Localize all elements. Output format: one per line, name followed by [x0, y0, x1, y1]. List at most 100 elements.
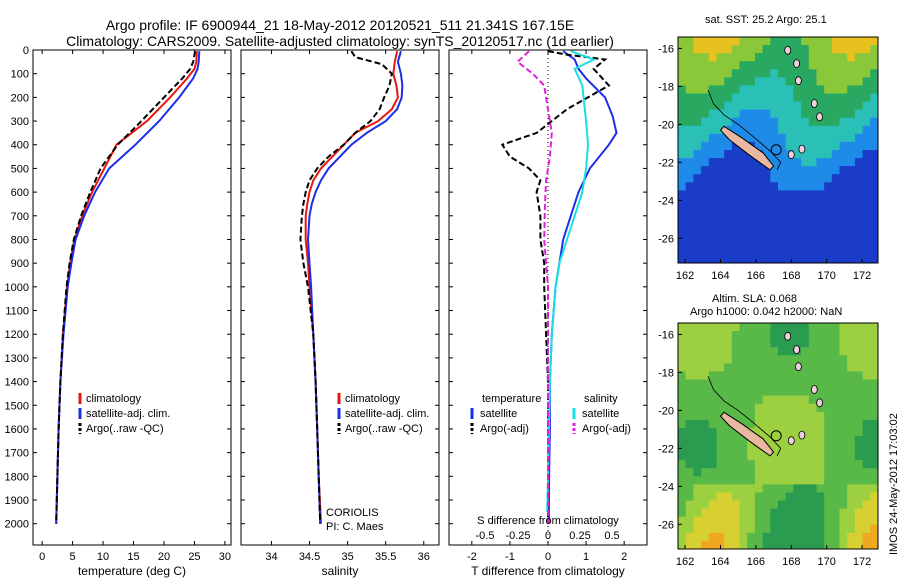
map-cell: [685, 468, 694, 477]
map-cell: [678, 109, 687, 119]
map-cell: [685, 246, 694, 256]
map-cell: [778, 492, 787, 502]
map-cell: [739, 222, 748, 232]
map-cell: [808, 109, 818, 119]
map-cell: [708, 323, 718, 332]
map-cell: [685, 230, 694, 240]
map-cell: [693, 125, 702, 135]
map-cell: [862, 371, 871, 381]
map-cell: [793, 476, 802, 486]
map-cell: [678, 222, 687, 232]
salinity-axes-box: [240, 49, 440, 546]
map-cell: [793, 37, 802, 46]
map-cell: [685, 61, 694, 70]
map-cell: [716, 387, 725, 397]
argo-position-marker: [770, 144, 782, 156]
map-cell: [747, 331, 756, 340]
map-cell: [724, 150, 733, 159]
map-cell: [731, 339, 741, 348]
map-cell: [701, 371, 710, 381]
map-cell: [793, 101, 802, 111]
map-cell: [793, 419, 802, 429]
map-cell: [785, 37, 794, 46]
depth-tick-label: 100: [11, 69, 29, 81]
map-cell: [808, 158, 818, 167]
map-cell: [793, 468, 802, 477]
map-cell: [801, 53, 810, 62]
map-cell: [778, 77, 787, 87]
map-cell: [693, 516, 702, 526]
map-cell: [808, 182, 818, 191]
map-cell: [870, 468, 878, 477]
map-cell: [824, 53, 833, 62]
sst-heatmap: [678, 37, 878, 263]
map-cell: [731, 246, 741, 256]
map-cell: [808, 363, 818, 373]
map-cell: [778, 198, 787, 208]
map-cell: [854, 444, 864, 453]
map-cell: [808, 53, 818, 62]
map-cell: [785, 109, 794, 119]
map-cell: [801, 323, 810, 332]
map-cell: [854, 363, 864, 373]
map-cell: [785, 371, 794, 381]
map-cell: [870, 53, 878, 62]
map-cell: [770, 45, 779, 54]
map-cell: [824, 323, 833, 332]
map-cell: [778, 125, 787, 135]
map-cell: [701, 125, 710, 135]
map-cell: [793, 150, 802, 159]
map-cell: [801, 61, 810, 70]
map-cell: [747, 109, 756, 119]
map-cell: [754, 85, 764, 95]
map-cell: [724, 379, 733, 389]
map-cell: [854, 37, 864, 46]
map-cell: [731, 166, 741, 175]
map-cell: [801, 411, 810, 421]
map-cell: [731, 508, 741, 518]
map-cell: [731, 540, 741, 549]
map-cell: [754, 427, 764, 437]
map-cell: [847, 61, 856, 70]
small-island: [793, 345, 800, 355]
map-cell: [762, 190, 771, 200]
map-cell: [854, 411, 864, 421]
map-cell: [862, 452, 871, 461]
map-cell: [831, 347, 841, 356]
map-cell: [785, 190, 794, 200]
map-cell: [708, 371, 718, 381]
map-cell: [708, 500, 718, 510]
map-cell: [770, 468, 779, 477]
map-cell: [701, 174, 710, 183]
map-cell: [824, 411, 833, 421]
map-cell: [778, 93, 787, 103]
map-cell: [785, 540, 794, 549]
map-cell: [793, 117, 802, 127]
map-cell: [685, 117, 694, 127]
map-cell: [824, 206, 833, 216]
map-cell: [747, 540, 756, 549]
map-cell: [701, 387, 710, 397]
map-cell: [731, 77, 741, 87]
map-cell: [778, 387, 787, 397]
map-cell: [785, 444, 794, 453]
map-cell: [793, 540, 802, 549]
map-cell: [747, 524, 756, 534]
map-cell: [762, 371, 771, 381]
map-cell: [724, 214, 733, 224]
map-cell: [701, 158, 710, 167]
map-cell: [724, 230, 733, 240]
map-cell: [701, 45, 710, 54]
map-cell: [831, 53, 841, 62]
map-cell: [731, 109, 741, 119]
map-cell: [747, 214, 756, 224]
map-cell: [693, 484, 702, 494]
map-cell: [847, 37, 856, 46]
map-cell: [693, 222, 702, 232]
small-island: [793, 59, 800, 68]
map-cell: [839, 246, 848, 256]
map-cell: [831, 452, 841, 461]
map-cell: [678, 355, 687, 364]
map-cell: [778, 411, 787, 421]
map-cell: [831, 182, 841, 191]
